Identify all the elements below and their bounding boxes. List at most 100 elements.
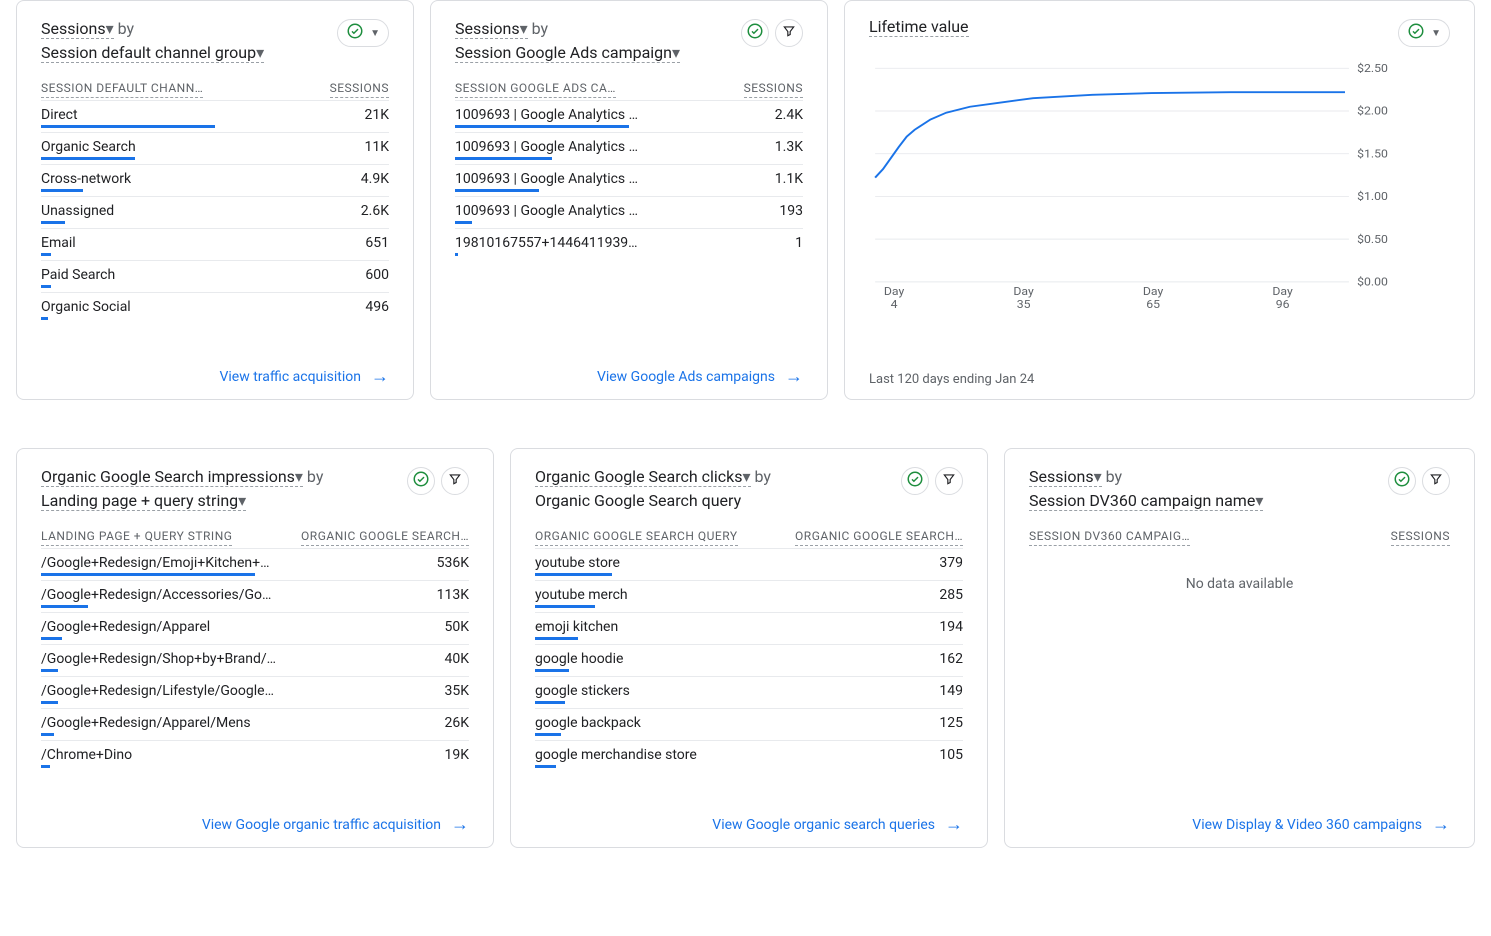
- table-row[interactable]: youtube store379: [535, 548, 963, 580]
- filter-button[interactable]: [775, 19, 803, 47]
- view-link[interactable]: View Display & Video 360 campaigns →: [1192, 814, 1450, 835]
- col-header-dimension[interactable]: ORGANIC GOOGLE SEARCH QUERY: [535, 529, 738, 546]
- row-value: 1.1K: [775, 171, 803, 187]
- table-row[interactable]: 1009693 | Google Analytics …1.1K: [455, 164, 803, 196]
- dimension-dropdown[interactable]: Session default channel group▾: [41, 43, 264, 63]
- row-value: 162: [939, 651, 963, 667]
- row-bar: [535, 765, 963, 768]
- table-row[interactable]: google hoodie 162: [535, 644, 963, 676]
- row-value: 193: [779, 203, 803, 219]
- row-label: 1009693 | Google Analytics …: [455, 107, 638, 123]
- card-title[interactable]: Lifetime value: [869, 17, 969, 37]
- row-label: /Google+Redesign/Emoji+Kitchen+…: [41, 555, 269, 571]
- metric-dropdown[interactable]: Sessions▾: [1029, 467, 1102, 487]
- gridlines: [875, 68, 1349, 282]
- data-rows: Direct21KOrganic Search11KCross-network4…: [41, 100, 389, 350]
- table-row[interactable]: /Google+Redesign/Accessories/Go…113K: [41, 580, 469, 612]
- row-bar: [455, 253, 803, 256]
- check-circle-icon: [746, 22, 764, 44]
- table-row[interactable]: Organic Search11K: [41, 132, 389, 164]
- insights-button[interactable]: [1388, 467, 1416, 495]
- row-bar: [41, 605, 469, 608]
- card-title: Organic Google Search impressions▾ by La…: [41, 465, 323, 513]
- ltv-chart-svg: $2.50$2.00$1.50$1.00$0.50$0.00 Day4Day35…: [869, 59, 1400, 319]
- row-value: 536K: [437, 555, 469, 571]
- dimension-dropdown[interactable]: Session Google Ads campaign▾: [455, 43, 680, 63]
- table-row[interactable]: /Google+Redesign/Lifestyle/Google…35K: [41, 676, 469, 708]
- table-row[interactable]: Unassigned2.6K: [41, 196, 389, 228]
- col-header-metric[interactable]: ORGANIC GOOGLE SEARCH…: [795, 529, 963, 546]
- filter-button[interactable]: [441, 467, 469, 495]
- filter-button[interactable]: [1422, 467, 1450, 495]
- insights-menu[interactable]: ▼: [337, 19, 389, 47]
- row-label: /Chrome+Dino: [41, 747, 132, 763]
- col-header-dimension[interactable]: SESSION DV360 CAMPAIG…: [1029, 529, 1190, 546]
- row-label: Unassigned: [41, 203, 114, 219]
- metric-dropdown[interactable]: Organic Google Search clicks▾: [535, 467, 751, 487]
- col-header-dimension[interactable]: SESSION DEFAULT CHANN…: [41, 81, 203, 98]
- check-circle-icon: [412, 470, 430, 492]
- table-row[interactable]: 1009693 | Google Analytics …1.3K: [455, 132, 803, 164]
- metric-dropdown[interactable]: Sessions▾: [41, 19, 114, 39]
- insights-button[interactable]: [407, 467, 435, 495]
- svg-text:Day: Day: [1272, 284, 1293, 297]
- data-rows: 1009693 | Google Analytics …2.4K1009693 …: [455, 100, 803, 350]
- chevron-down-icon: ▼: [370, 28, 380, 39]
- row-bar: [41, 157, 389, 160]
- table-row[interactable]: /Google+Redesign/Apparel50K: [41, 612, 469, 644]
- table-row[interactable]: Organic Social496: [41, 292, 389, 324]
- insights-menu[interactable]: ▼: [1398, 19, 1450, 47]
- row-label: 19810167557+1446411939…: [455, 235, 638, 251]
- row-label: youtube merch: [535, 587, 628, 603]
- col-header-metric[interactable]: ORGANIC GOOGLE SEARCH…: [301, 529, 469, 546]
- filter-button[interactable]: [935, 467, 963, 495]
- svg-text:$2.00: $2.00: [1357, 104, 1388, 117]
- row-value: 19K: [444, 747, 469, 763]
- table-row[interactable]: /Google+Redesign/Emoji+Kitchen+… 536K: [41, 548, 469, 580]
- view-link[interactable]: View Google Ads campaigns →: [597, 366, 803, 387]
- view-link[interactable]: View Google organic search queries →: [712, 814, 963, 835]
- table-row[interactable]: 1009693 | Google Analytics …2.4K: [455, 100, 803, 132]
- row-bar: [535, 605, 963, 608]
- insights-button[interactable]: [741, 19, 769, 47]
- col-header-dimension[interactable]: SESSION GOOGLE ADS CA…: [455, 81, 616, 98]
- dimension-dropdown[interactable]: Session DV360 campaign name▾: [1029, 491, 1263, 511]
- row-label: google hoodie: [535, 651, 623, 667]
- col-header-metric[interactable]: SESSIONS: [744, 81, 803, 98]
- table-row[interactable]: /Chrome+Dino 19K: [41, 740, 469, 772]
- card-title: Organic Google Search clicks▾ by Organic…: [535, 465, 771, 513]
- table-row[interactable]: /Google+Redesign/Shop+by+Brand/…40K: [41, 644, 469, 676]
- metric-dropdown[interactable]: Sessions▾: [455, 19, 528, 39]
- dimension-dropdown[interactable]: Landing page + query string▾: [41, 491, 246, 511]
- row-bar: [455, 221, 803, 224]
- row-bar: [41, 253, 389, 256]
- col-header-metric[interactable]: SESSIONS: [330, 81, 389, 98]
- svg-text:$0.00: $0.00: [1357, 275, 1388, 288]
- table-row[interactable]: google stickers149: [535, 676, 963, 708]
- row-value: 1: [795, 235, 803, 251]
- view-link[interactable]: View Google organic traffic acquisition …: [202, 814, 469, 835]
- view-link[interactable]: View traffic acquisition →: [219, 366, 389, 387]
- table-row[interactable]: 1009693 | Google Analytics …193: [455, 196, 803, 228]
- table-row[interactable]: google merchandise store105: [535, 740, 963, 772]
- table-row[interactable]: Email651: [41, 228, 389, 260]
- row-value: 496: [365, 299, 389, 315]
- insights-button[interactable]: [901, 467, 929, 495]
- table-row[interactable]: Cross-network4.9K: [41, 164, 389, 196]
- filter-icon: [782, 24, 796, 42]
- table-row[interactable]: youtube merch285: [535, 580, 963, 612]
- row-bar: [41, 701, 469, 704]
- row-label: google merchandise store: [535, 747, 697, 763]
- table-row[interactable]: emoji kitchen194: [535, 612, 963, 644]
- metric-dropdown[interactable]: Organic Google Search impressions▾: [41, 467, 303, 487]
- table-row[interactable]: google backpack125: [535, 708, 963, 740]
- table-row[interactable]: Paid Search600: [41, 260, 389, 292]
- data-rows: /Google+Redesign/Emoji+Kitchen+… 536K/Goo…: [41, 548, 469, 798]
- col-header-dimension[interactable]: LANDING PAGE + QUERY STRING: [41, 529, 232, 546]
- col-header-metric[interactable]: SESSIONS: [1391, 529, 1450, 546]
- table-row[interactable]: /Google+Redesign/Apparel/Mens26K: [41, 708, 469, 740]
- row-value: 651: [365, 235, 389, 251]
- table-row[interactable]: 19810167557+1446411939… 1: [455, 228, 803, 260]
- table-row[interactable]: Direct21K: [41, 100, 389, 132]
- row-bar: [41, 637, 469, 640]
